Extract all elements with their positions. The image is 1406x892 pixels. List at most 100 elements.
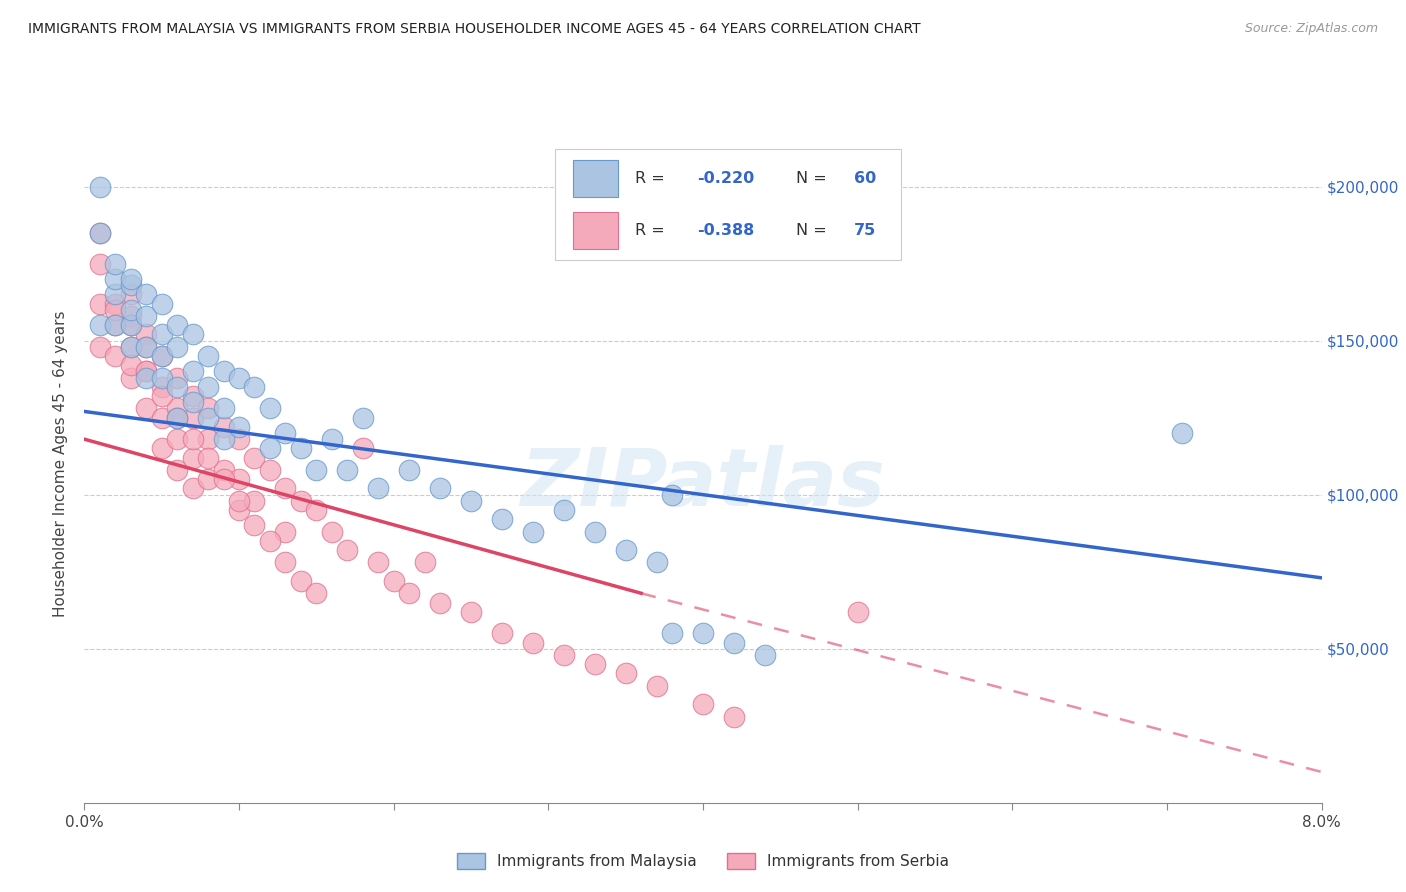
Point bbox=[89, 340, 111, 354]
Point bbox=[661, 626, 683, 640]
Point bbox=[150, 370, 173, 384]
Point bbox=[352, 442, 374, 456]
Point bbox=[181, 410, 204, 425]
Point bbox=[150, 380, 173, 394]
Point bbox=[692, 626, 714, 640]
Point bbox=[723, 635, 745, 649]
Point bbox=[212, 420, 235, 434]
Point bbox=[491, 512, 513, 526]
Point bbox=[166, 410, 188, 425]
Point bbox=[104, 287, 127, 301]
Point bbox=[89, 226, 111, 240]
Point bbox=[398, 463, 420, 477]
FancyBboxPatch shape bbox=[554, 149, 901, 260]
Point bbox=[305, 463, 328, 477]
Text: -0.388: -0.388 bbox=[697, 223, 754, 238]
Text: 75: 75 bbox=[853, 223, 876, 238]
Point bbox=[228, 493, 250, 508]
Point bbox=[135, 309, 157, 323]
Point bbox=[104, 318, 127, 333]
Point bbox=[181, 482, 204, 496]
Point bbox=[212, 401, 235, 416]
Point bbox=[336, 463, 359, 477]
Point bbox=[228, 370, 250, 384]
Point bbox=[135, 340, 157, 354]
Point bbox=[120, 340, 142, 354]
Point bbox=[197, 450, 219, 465]
Point bbox=[290, 442, 312, 456]
Point bbox=[321, 432, 343, 446]
Point bbox=[150, 389, 173, 403]
Point bbox=[274, 482, 297, 496]
Point bbox=[553, 648, 575, 662]
Point bbox=[243, 380, 266, 394]
Point bbox=[846, 605, 869, 619]
Point bbox=[321, 524, 343, 539]
Point bbox=[150, 442, 173, 456]
Point bbox=[150, 296, 173, 310]
Point bbox=[150, 349, 173, 363]
Text: R =: R = bbox=[636, 223, 669, 238]
Point bbox=[243, 450, 266, 465]
Point bbox=[197, 401, 219, 416]
Point bbox=[181, 395, 204, 409]
Point bbox=[754, 648, 776, 662]
Point bbox=[104, 272, 127, 286]
Text: -0.220: -0.220 bbox=[697, 170, 754, 186]
Point bbox=[104, 296, 127, 310]
Point bbox=[259, 401, 281, 416]
Point bbox=[692, 697, 714, 711]
Point bbox=[645, 679, 668, 693]
Point bbox=[522, 635, 544, 649]
Point bbox=[135, 340, 157, 354]
Point bbox=[166, 432, 188, 446]
Y-axis label: Householder Income Ages 45 - 64 years: Householder Income Ages 45 - 64 years bbox=[53, 310, 69, 617]
Point bbox=[120, 358, 142, 372]
Point bbox=[166, 370, 188, 384]
Point bbox=[166, 318, 188, 333]
Point bbox=[197, 349, 219, 363]
Point bbox=[120, 302, 142, 317]
Text: R =: R = bbox=[636, 170, 669, 186]
Text: ZIPatlas: ZIPatlas bbox=[520, 445, 886, 524]
Point bbox=[181, 327, 204, 342]
Point bbox=[583, 524, 606, 539]
Point bbox=[89, 296, 111, 310]
Point bbox=[583, 657, 606, 672]
Point bbox=[89, 318, 111, 333]
Point bbox=[197, 410, 219, 425]
Point bbox=[135, 364, 157, 378]
Point bbox=[120, 318, 142, 333]
Point bbox=[150, 327, 173, 342]
Point bbox=[522, 524, 544, 539]
Point bbox=[367, 482, 389, 496]
Point bbox=[197, 432, 219, 446]
Point bbox=[491, 626, 513, 640]
Point bbox=[723, 709, 745, 723]
FancyBboxPatch shape bbox=[574, 212, 617, 249]
Point bbox=[212, 472, 235, 486]
Point bbox=[104, 302, 127, 317]
Point bbox=[135, 370, 157, 384]
Point bbox=[429, 482, 451, 496]
Point bbox=[305, 503, 328, 517]
Point bbox=[429, 595, 451, 609]
Point bbox=[553, 503, 575, 517]
Point bbox=[212, 432, 235, 446]
Point bbox=[197, 472, 219, 486]
Point bbox=[135, 327, 157, 342]
Point bbox=[274, 524, 297, 539]
Point bbox=[135, 364, 157, 378]
Point bbox=[104, 318, 127, 333]
Point bbox=[166, 340, 188, 354]
Point bbox=[460, 493, 482, 508]
Point bbox=[181, 364, 204, 378]
Point bbox=[135, 287, 157, 301]
Point bbox=[166, 463, 188, 477]
Point bbox=[274, 556, 297, 570]
Point bbox=[243, 493, 266, 508]
Point bbox=[1171, 425, 1194, 440]
Legend: Immigrants from Malaysia, Immigrants from Serbia: Immigrants from Malaysia, Immigrants fro… bbox=[451, 847, 955, 875]
Point bbox=[212, 364, 235, 378]
Point bbox=[120, 287, 142, 301]
